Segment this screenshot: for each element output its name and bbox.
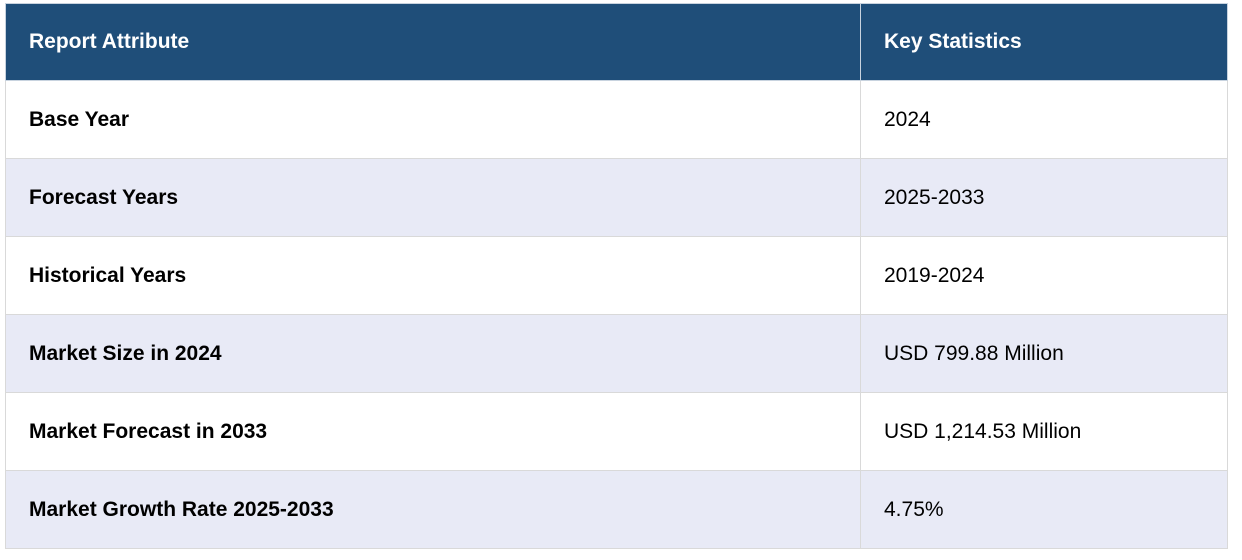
row-value: 2025-2033 [860,158,1228,237]
table-header: Report Attribute Key Statistics [5,3,1228,81]
row-value: USD 1,214.53 Million [860,392,1228,471]
table-row: Market Forecast in 2033 USD 1,214.53 Mil… [5,392,1228,471]
row-attribute: Forecast Years [5,158,861,237]
header-key-statistics: Key Statistics [860,3,1228,81]
report-statistics-table-container: Report Attribute Key Statistics Base Yea… [5,3,1228,549]
table-row: Forecast Years 2025-2033 [5,158,1228,237]
row-value: USD 799.88 Million [860,314,1228,393]
header-row: Report Attribute Key Statistics [5,3,1228,81]
table-row: Base Year 2024 [5,80,1228,159]
report-statistics-table: Report Attribute Key Statistics Base Yea… [5,3,1228,549]
row-attribute: Market Forecast in 2033 [5,392,861,471]
row-attribute: Historical Years [5,236,861,315]
table-row: Historical Years 2019-2024 [5,236,1228,315]
header-report-attribute: Report Attribute [5,3,861,81]
table-row: Market Growth Rate 2025-2033 4.75% [5,470,1228,549]
row-attribute: Base Year [5,80,861,159]
row-attribute: Market Growth Rate 2025-2033 [5,470,861,549]
table-row: Market Size in 2024 USD 799.88 Million [5,314,1228,393]
row-value: 4.75% [860,470,1228,549]
table-body: Base Year 2024 Forecast Years 2025-2033 … [5,80,1228,549]
row-value: 2019-2024 [860,236,1228,315]
row-attribute: Market Size in 2024 [5,314,861,393]
row-value: 2024 [860,80,1228,159]
